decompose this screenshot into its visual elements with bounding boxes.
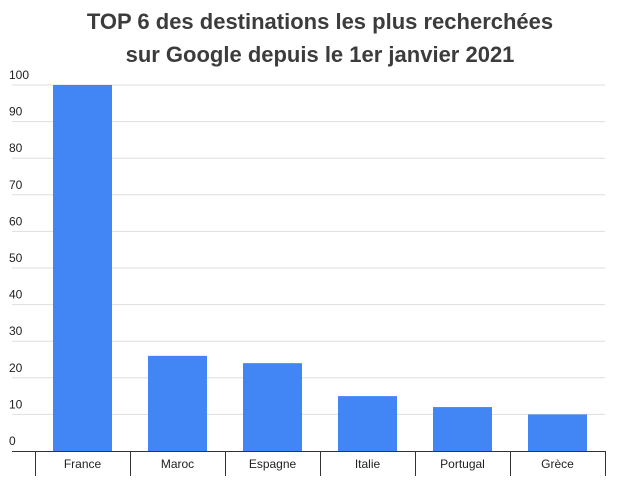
y-tick-label-80: 80: [9, 141, 23, 155]
x-category-label-grèce: Grèce: [541, 457, 574, 471]
y-tick-label-10: 10: [9, 397, 23, 411]
y-axis-tick-labels: 0 10 20 30 40 50 60 70 80 90 100: [9, 68, 29, 448]
y-tick-label-100: 100: [9, 68, 29, 82]
chart-title-line-2: sur Google depuis le 1er janvier 2021: [126, 42, 515, 67]
y-tick-label-60: 60: [9, 214, 23, 228]
y-tick-label-40: 40: [9, 288, 23, 302]
bar-espagne: [243, 363, 302, 451]
y-tick-label-30: 30: [9, 324, 23, 338]
x-category-label-espagne: Espagne: [249, 457, 297, 471]
bars: [53, 85, 587, 451]
y-tick-label-20: 20: [9, 361, 23, 375]
y-tick-label-0: 0: [9, 434, 16, 448]
x-category-label-italie: Italie: [355, 457, 381, 471]
bar-portugal: [433, 407, 492, 451]
bar-maroc: [148, 355, 207, 451]
chart-title-line-1: TOP 6 des destinations les plus recherch…: [87, 9, 553, 34]
x-category-label-maroc: Maroc: [161, 457, 194, 471]
x-category-label-france: France: [64, 457, 102, 471]
bar-france: [53, 85, 112, 451]
bar-grèce: [528, 414, 587, 451]
y-tick-label-50: 50: [9, 251, 23, 265]
y-tick-label-90: 90: [9, 105, 23, 119]
y-tick-label-70: 70: [9, 178, 23, 192]
x-axis: [12, 451, 606, 476]
bar-italie: [338, 396, 397, 451]
x-category-label-portugal: Portugal: [440, 457, 485, 471]
x-axis-category-labels: France Maroc Espagne Italie Portugal Grèce: [64, 457, 574, 471]
